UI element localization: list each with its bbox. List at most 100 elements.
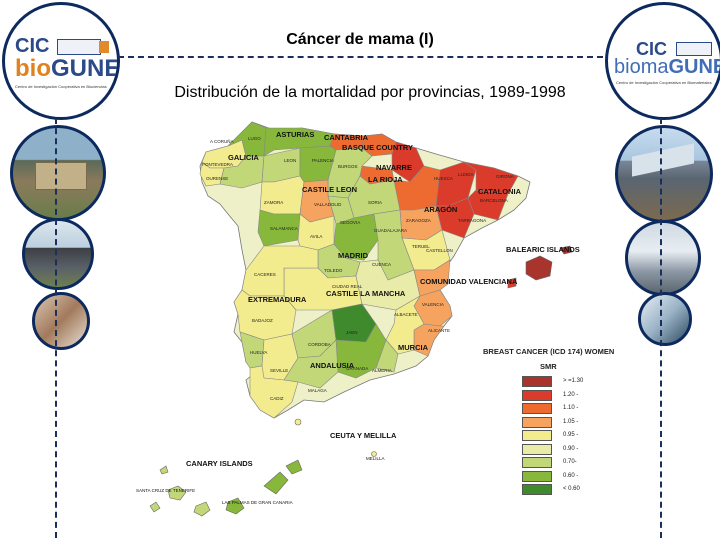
logo-tagline: Centro de Investigación Cooperativa en B… xyxy=(616,80,712,85)
legend-label: 1.10 - xyxy=(563,405,579,411)
province-label: SORIA xyxy=(368,200,382,205)
left-frame-line xyxy=(55,118,57,538)
legend-swatch xyxy=(522,443,552,455)
province-label: CUENCA xyxy=(372,262,391,267)
logo-device-icon xyxy=(676,42,712,56)
logo-cic-text: CIC xyxy=(636,39,667,59)
region-label-ceuta: CEUTA Y MELILLA xyxy=(330,431,397,440)
legend-swatch xyxy=(522,430,552,441)
region-label-galicia: GALICIA xyxy=(228,153,259,162)
canary-islands xyxy=(149,501,161,513)
legend-subtitle: SMR xyxy=(540,362,557,371)
province-label: CASTELLON xyxy=(426,248,453,253)
province-label: ZARAGOZA xyxy=(406,218,431,223)
region-label-castile-leon: CASTILE LEON xyxy=(302,185,357,194)
legend-swatch xyxy=(522,470,552,482)
province-label: VALLADOLID xyxy=(314,202,342,207)
province-label: MELILLA xyxy=(366,456,385,461)
legend-label: 0.90 - xyxy=(563,445,579,452)
province-label: CIUDAD REAL xyxy=(332,284,363,289)
logo-brand: bioGUNE xyxy=(15,55,120,82)
province-label: ALMERIA xyxy=(372,368,392,373)
province-label: ZAMORA xyxy=(264,200,283,205)
province-label: BURGOS xyxy=(338,164,358,169)
province-label: BARCELONA xyxy=(480,198,508,203)
province-label: TOLEDO xyxy=(324,268,343,273)
province-label: PALENCIA xyxy=(312,158,334,163)
logo-orange-square-icon xyxy=(99,41,109,53)
legend-label: < 0.60 xyxy=(563,486,580,492)
region-label-extremadura: EXTREMADURA xyxy=(248,295,307,304)
province-label: TARRAGONA xyxy=(458,218,486,223)
lab-photo xyxy=(638,292,692,346)
province-label: CACERES xyxy=(254,272,276,277)
building-photo xyxy=(625,220,701,296)
province-label: CADIZ xyxy=(270,396,284,401)
region-label-castilla-mancha: CASTILE LA MANCHA xyxy=(326,289,406,298)
legend-swatch xyxy=(522,376,552,387)
province-label: LLEIDA xyxy=(458,172,474,177)
province-label: ALBACETE xyxy=(394,312,418,317)
province-label: BADAJOZ xyxy=(252,318,273,323)
province-label: LEON xyxy=(284,158,296,163)
region-label-catalonia: CATALONIA xyxy=(478,187,522,196)
province-label: GUADALAJARA xyxy=(374,228,407,233)
logo-cic-text: CIC xyxy=(15,35,50,57)
legend-swatch xyxy=(522,389,552,401)
legend-swatch xyxy=(522,457,552,468)
province-label: A CORUÑA xyxy=(210,138,234,144)
province-label: HUESCA xyxy=(434,176,453,181)
building-photo xyxy=(22,218,94,290)
province-label: SANTA CRUZ DE TENERIFE xyxy=(136,488,195,493)
cic-biogune-logo: CIC bioGUNE Centro de Investigación Coop… xyxy=(2,2,120,120)
province-label: LAS PALMAS DE GRAN CANARIA xyxy=(222,500,293,505)
province-label: SEVILLE xyxy=(270,368,288,373)
province-label: SEGOVIA xyxy=(340,220,360,225)
province-label: ALICANTE xyxy=(428,328,450,333)
legend-label: 1.05 - xyxy=(563,418,579,425)
legend-swatch xyxy=(522,416,552,428)
region-label-madrid: MADRID xyxy=(338,251,369,260)
region-label-canary: CANARY ISLANDS xyxy=(186,459,253,468)
logo-tagline: Centro de Investigación Cooperativa en B… xyxy=(15,84,107,89)
province-label: SALAMANCA xyxy=(270,226,298,231)
region-label-navarre: NAVARRE xyxy=(376,163,412,172)
province-label: OURENSE xyxy=(206,176,228,181)
lab-photo xyxy=(32,292,90,350)
legend-title: BREAST CANCER (ICD 174) WOMEN xyxy=(483,347,615,356)
legend-label: 0.60 - xyxy=(563,472,579,479)
province-label: PONTEVEDRA xyxy=(202,162,233,167)
region-label-rioja: LA RIOJA xyxy=(368,175,403,184)
province-label: TERUEL xyxy=(412,244,430,249)
building-photo xyxy=(10,125,106,221)
legend-label: > =1.30 xyxy=(563,378,584,384)
province-label: AVILA xyxy=(310,234,322,239)
region-label-andalusia: ANDALUSIA xyxy=(310,361,355,370)
province-label: VALENCIA xyxy=(422,302,444,307)
legend-label: 0.70- xyxy=(563,459,577,465)
region-label-valenciana: COMUNIDAD VALENCIANA xyxy=(420,277,518,286)
region-label-aragon: ARAGÓN xyxy=(424,205,457,214)
spain-breast-cancer-map: GALICIA ASTURIAS CANTABRIA BASQUE COUNTR… xyxy=(136,121,580,517)
region-label-basque: BASQUE COUNTRY xyxy=(342,143,413,152)
cic-biomagune-logo: CIC biomaGUNE Centro de Investigación Co… xyxy=(605,2,720,120)
header-divider xyxy=(118,56,603,58)
region-label-cantabria: CANTABRIA xyxy=(324,133,369,142)
region-label-asturias: ASTURIAS xyxy=(276,130,314,139)
province-label: CORDOBA xyxy=(308,342,331,347)
legend-label: 0.95 - xyxy=(563,432,579,438)
province-label: MALAGA xyxy=(308,388,327,393)
province-label: LUGO xyxy=(248,136,261,141)
region-label-murcia: MURCIA xyxy=(398,343,429,352)
logo-device-icon xyxy=(57,39,101,55)
logo-brand: biomaGUNE xyxy=(614,56,720,78)
slide-subtitle: Distribución de la mortalidad por provin… xyxy=(174,84,566,101)
legend-label: 1.20 - xyxy=(563,391,579,398)
province-label: JAEN xyxy=(346,330,358,335)
province-label: GIRONA xyxy=(496,174,514,179)
building-photo xyxy=(615,125,713,223)
legend-swatch xyxy=(522,403,552,414)
province-label: HUELVA xyxy=(250,350,267,355)
legend-swatch xyxy=(522,484,552,495)
right-frame-line xyxy=(660,118,662,538)
